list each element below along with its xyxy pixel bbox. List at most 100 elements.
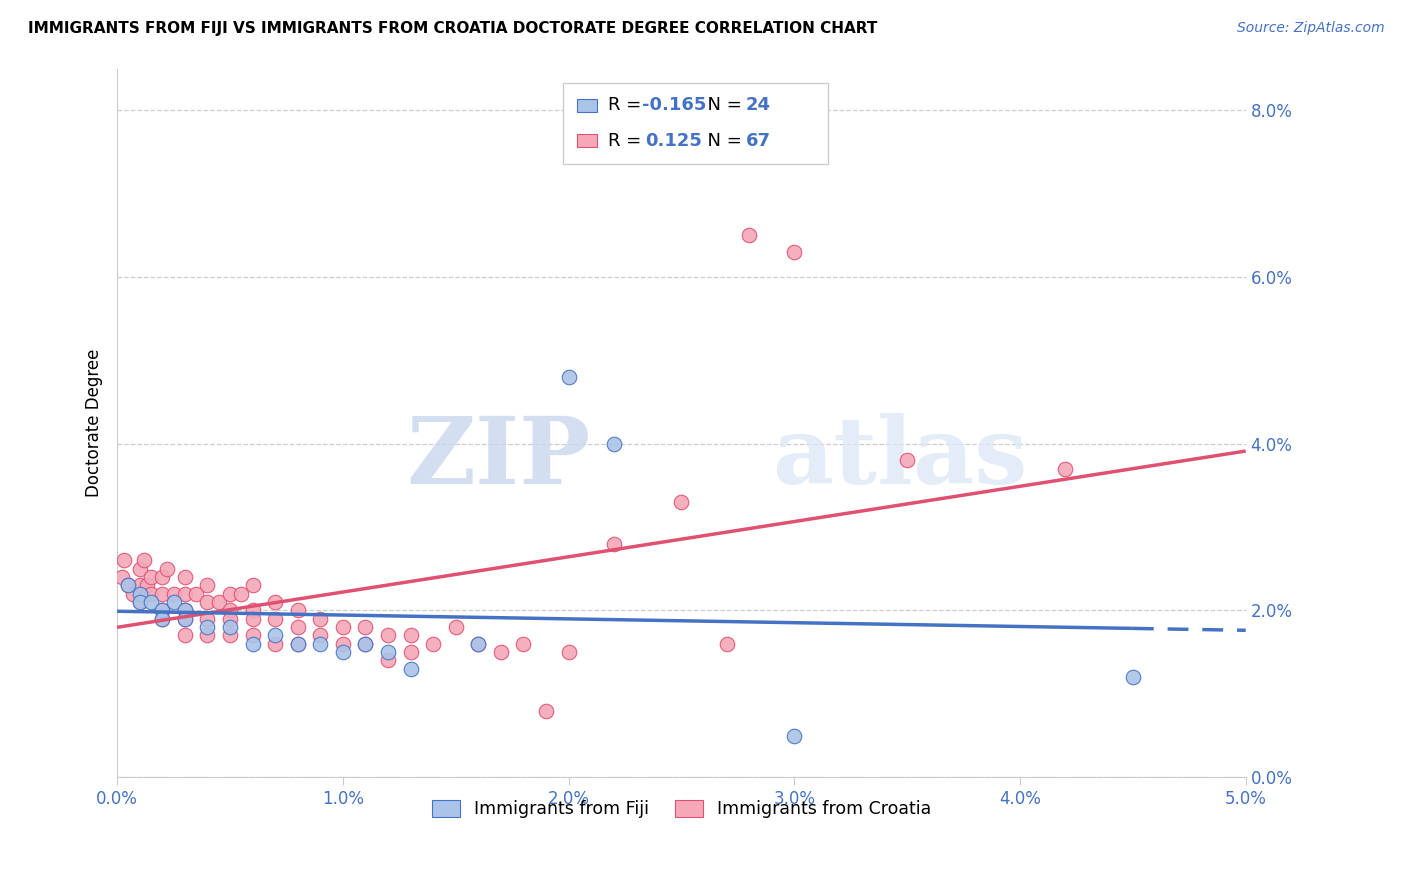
Point <box>162 587 184 601</box>
Point <box>174 603 197 617</box>
Point <box>128 595 150 609</box>
Text: -0.165: -0.165 <box>643 96 706 114</box>
Point <box>377 628 399 642</box>
Point <box>242 637 264 651</box>
Point <box>242 628 264 642</box>
Point <box>287 637 309 651</box>
Text: N =: N = <box>696 96 748 114</box>
Point <box>377 653 399 667</box>
Point <box>242 578 264 592</box>
Point <box>287 637 309 651</box>
Text: 24: 24 <box>745 96 770 114</box>
Text: N =: N = <box>696 132 748 150</box>
Point <box>603 537 626 551</box>
Point <box>219 587 242 601</box>
Point <box>783 244 806 259</box>
Point <box>117 578 139 592</box>
Point <box>219 628 242 642</box>
Point <box>112 553 135 567</box>
Point <box>174 612 197 626</box>
Point <box>156 562 179 576</box>
Point <box>489 645 512 659</box>
FancyBboxPatch shape <box>576 135 596 147</box>
Point <box>399 662 422 676</box>
Point <box>716 637 738 651</box>
Point <box>135 578 157 592</box>
Y-axis label: Doctorate Degree: Doctorate Degree <box>86 349 103 497</box>
Point <box>557 645 579 659</box>
Point <box>309 628 332 642</box>
Point <box>264 628 287 642</box>
Point <box>150 612 173 626</box>
Point <box>122 587 145 601</box>
Point <box>444 620 467 634</box>
Point <box>309 612 332 626</box>
Text: R =: R = <box>609 96 647 114</box>
Point <box>197 578 219 592</box>
Point <box>128 562 150 576</box>
Point <box>197 612 219 626</box>
FancyBboxPatch shape <box>562 83 828 164</box>
Point <box>174 612 197 626</box>
Text: R =: R = <box>609 132 652 150</box>
Point <box>332 620 354 634</box>
Point <box>534 704 557 718</box>
Point <box>287 603 309 617</box>
Point <box>264 595 287 609</box>
Text: Source: ZipAtlas.com: Source: ZipAtlas.com <box>1237 21 1385 35</box>
Point <box>783 729 806 743</box>
Point <box>354 637 377 651</box>
Point <box>208 595 231 609</box>
Text: 0.125: 0.125 <box>645 132 702 150</box>
Point <box>377 645 399 659</box>
Point <box>139 595 162 609</box>
Point <box>512 637 534 651</box>
Point <box>264 612 287 626</box>
Point <box>134 553 156 567</box>
Point <box>309 637 332 651</box>
Point <box>354 620 377 634</box>
Point <box>219 612 242 626</box>
Point <box>139 570 162 584</box>
Text: atlas: atlas <box>772 413 1028 503</box>
Point <box>117 578 139 592</box>
Point <box>557 370 579 384</box>
Point <box>174 587 197 601</box>
Point <box>174 570 197 584</box>
Point <box>422 637 444 651</box>
Point <box>896 453 918 467</box>
Point <box>603 436 626 450</box>
Point <box>150 603 173 617</box>
Point <box>150 603 173 617</box>
FancyBboxPatch shape <box>576 99 596 112</box>
Point <box>467 637 489 651</box>
Text: 67: 67 <box>745 132 770 150</box>
Point <box>671 495 693 509</box>
Point <box>1054 461 1077 475</box>
Point <box>150 612 173 626</box>
Point <box>150 570 173 584</box>
Text: IMMIGRANTS FROM FIJI VS IMMIGRANTS FROM CROATIA DOCTORATE DEGREE CORRELATION CHA: IMMIGRANTS FROM FIJI VS IMMIGRANTS FROM … <box>28 21 877 36</box>
Point <box>467 637 489 651</box>
Point <box>139 587 162 601</box>
Point <box>162 595 184 609</box>
Point <box>354 637 377 651</box>
Point <box>174 628 197 642</box>
Point <box>128 578 150 592</box>
Point <box>150 587 173 601</box>
Text: ZIP: ZIP <box>406 413 591 503</box>
Point <box>197 595 219 609</box>
Point <box>399 628 422 642</box>
Point <box>186 587 208 601</box>
Point <box>332 637 354 651</box>
Point <box>242 612 264 626</box>
Point <box>128 587 150 601</box>
Point <box>219 620 242 634</box>
Point <box>287 620 309 634</box>
Point <box>174 603 197 617</box>
Point <box>738 228 761 243</box>
Point <box>219 603 242 617</box>
Legend: Immigrants from Fiji, Immigrants from Croatia: Immigrants from Fiji, Immigrants from Cr… <box>425 793 938 825</box>
Point <box>399 645 422 659</box>
Point <box>264 637 287 651</box>
